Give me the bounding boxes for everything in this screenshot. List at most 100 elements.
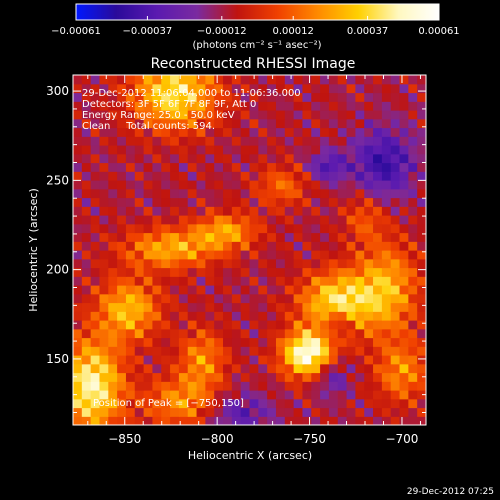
heatmap-cell: [108, 92, 118, 102]
heatmap-cell: [73, 407, 83, 417]
heatmap-cell: [240, 118, 251, 129]
heatmap-cell: [108, 276, 118, 286]
heatmap-cell: [311, 136, 321, 146]
heatmap-cell: [205, 180, 215, 190]
heatmap-cell: [346, 162, 356, 172]
heatmap-cell: [125, 162, 136, 172]
heatmap-cell: [311, 372, 321, 382]
heatmap-cell: [231, 276, 242, 286]
heatmap-cell: [196, 285, 206, 295]
heatmap-cell: [223, 127, 233, 137]
heatmap-cell: [284, 92, 295, 102]
heatmap-cell: [311, 293, 321, 304]
heatmap-cell: [293, 197, 304, 207]
heatmap-cell: [355, 171, 365, 181]
heatmap-cell: [161, 197, 171, 207]
heatmap-cell: [125, 145, 136, 155]
heatmap-cell: [364, 101, 374, 111]
heatmap-cell: [214, 110, 224, 120]
heatmap-cell: [346, 101, 356, 111]
heatmap-cell: [390, 407, 401, 417]
heatmap-cell: [125, 258, 136, 269]
heatmap-cell: [267, 83, 277, 94]
heatmap-cell: [355, 407, 365, 417]
heatmap-cell: [81, 118, 92, 129]
heatmap-cell: [170, 206, 180, 216]
heatmap-cell: [381, 302, 392, 312]
heatmap-cell: [302, 153, 312, 164]
heatmap-cell: [108, 162, 118, 172]
heatmap-cell: [275, 206, 286, 216]
heatmap-cell: [205, 363, 215, 374]
heatmap-cell: [125, 416, 136, 425]
heatmap-cell: [293, 250, 304, 260]
heatmap-cell: [196, 188, 206, 199]
heatmap-cell: [408, 145, 418, 155]
heatmap-cell: [223, 206, 233, 216]
heatmap-cell: [293, 162, 304, 172]
heatmap-cell: [381, 346, 392, 356]
heatmap-cell: [373, 162, 383, 172]
heatmap-cell: [90, 285, 101, 295]
heatmap-cell: [125, 188, 136, 199]
heatmap-cell: [337, 346, 348, 356]
heatmap-cell: [117, 145, 127, 155]
heatmap-cell: [258, 171, 268, 181]
heatmap-cell: [337, 127, 348, 137]
heatmap-cell: [364, 162, 374, 172]
heatmap-cell: [170, 363, 180, 374]
heatmap-cell: [267, 363, 277, 374]
heatmap-cell: [408, 197, 418, 207]
heatmap-cell: [390, 136, 401, 146]
heatmap-cell: [231, 302, 242, 312]
heatmap-cell: [99, 258, 109, 269]
heatmap-cell: [408, 92, 418, 102]
heatmap-cell: [152, 416, 162, 425]
heatmap-cell: [302, 171, 312, 181]
heatmap-cell: [293, 83, 304, 94]
y-axis-label: Heliocentric Y (arcsec): [27, 188, 40, 312]
heatmap-cell: [258, 215, 268, 225]
heatmap-cell: [178, 407, 189, 417]
heatmap-cell: [214, 390, 224, 400]
heatmap-cell: [161, 127, 171, 137]
heatmap-cell: [267, 416, 277, 425]
heatmap-cell: [249, 162, 259, 172]
heatmap-cell: [267, 92, 277, 102]
heatmap-cell: [152, 75, 162, 85]
heatmap-cell: [240, 197, 251, 207]
heatmap-cell: [178, 92, 189, 102]
heatmap-cell: [99, 180, 109, 190]
heatmap-cell: [223, 320, 233, 330]
heatmap-cell: [231, 328, 242, 339]
heatmap-cell: [90, 407, 101, 417]
heatmap-cell: [346, 145, 356, 155]
heatmap-cell: [390, 127, 401, 137]
heatmap-cell: [337, 215, 348, 225]
heatmap-cell: [399, 276, 409, 286]
y-tick-label: 250: [46, 173, 69, 187]
heatmap-cell: [223, 223, 233, 234]
heatmap-cell: [81, 372, 92, 382]
heatmap-cell: [223, 302, 233, 312]
heatmap-cell: [90, 390, 101, 400]
heatmap-cell: [178, 320, 189, 330]
heatmap-cell: [205, 285, 215, 295]
heatmap-cell: [346, 118, 356, 129]
heatmap-cell: [117, 162, 127, 172]
heatmap-cell: [99, 398, 109, 409]
heatmap-cell: [328, 276, 339, 286]
heatmap-cell: [117, 407, 127, 417]
heatmap-cell: [408, 180, 418, 190]
heatmap-cell: [161, 250, 171, 260]
heatmap-cell: [311, 285, 321, 295]
heatmap-cell: [90, 180, 101, 190]
heatmap-cell: [205, 276, 215, 286]
heatmap-cell: [81, 197, 92, 207]
heatmap-cell: [117, 215, 127, 225]
heatmap-cell: [302, 241, 312, 251]
heatmap-cell: [337, 267, 348, 277]
heatmap-cell: [249, 215, 259, 225]
heatmap-cell: [337, 293, 348, 304]
heatmap-cell: [187, 390, 198, 400]
